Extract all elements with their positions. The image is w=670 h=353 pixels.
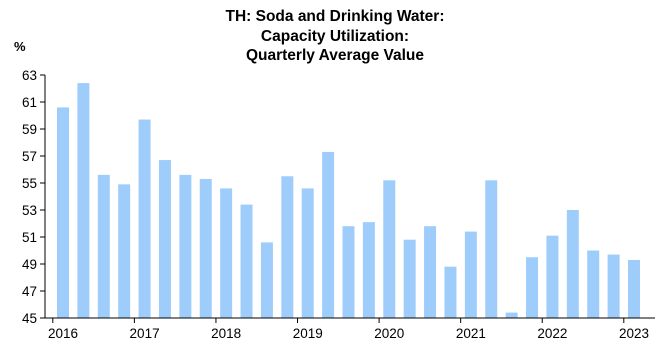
bar-2018-q1 (220, 188, 233, 318)
x-tick-label-2016: 2016 (48, 326, 78, 341)
bar-2020-q2 (403, 239, 416, 318)
bar-2018-q4 (281, 176, 294, 318)
bar-2017-q2 (158, 160, 171, 318)
y-axis: 45 47 49 51 53 55 57 59 61 63 (22, 68, 46, 326)
chart-title-line-3: Quarterly Average Value (245, 47, 425, 64)
chart-title: TH: Soda and Drinking Water: Capacity Ut… (0, 7, 670, 66)
bar-2019-q2 (322, 151, 335, 318)
bar-2019-q1 (301, 188, 314, 318)
bar-2022-q2 (566, 210, 579, 318)
bar-2022-q4 (607, 254, 620, 318)
y-tick-label: 55 (22, 176, 37, 191)
x-tick-label-2023: 2023 (619, 326, 649, 341)
bar-2017-q1 (138, 119, 151, 318)
bar-2022-q1 (546, 235, 559, 318)
bar-2020-q1 (383, 180, 396, 318)
chart-title-line-1: TH: Soda and Drinking Water: (225, 8, 445, 25)
bar-2017-q4 (199, 178, 212, 318)
bar-2023-q1 (628, 259, 640, 318)
bar-2021-q1 (464, 231, 477, 318)
bar-2016-q2 (77, 83, 90, 318)
bar-2017-q3 (179, 174, 192, 318)
y-tick-label: 51 (22, 230, 37, 245)
y-tick-label: 47 (22, 284, 37, 299)
chart-title-line-2: Capacity Utilization: (260, 27, 410, 45)
bar-2016-q1 (57, 107, 69, 319)
x-tick-label-2021: 2021 (456, 326, 486, 341)
bar-2021-q3 (505, 312, 518, 318)
bar-2016-q3 (97, 174, 110, 318)
x-tick-label-2018: 2018 (211, 326, 241, 341)
bars-group (57, 83, 640, 319)
bar-2018-q3 (260, 242, 273, 318)
bar-2018-q2 (240, 204, 253, 318)
bar-2019-q3 (342, 226, 355, 318)
y-tick-label: 61 (22, 95, 37, 110)
y-tick-label: 63 (22, 68, 37, 83)
bar-2021-q2 (485, 180, 498, 318)
y-tick-label: 59 (22, 122, 37, 137)
x-tick-label-2019: 2019 (293, 326, 323, 341)
bar-2021-q4 (526, 257, 539, 318)
bar-2016-q4 (118, 184, 131, 318)
y-tick-label: 53 (22, 203, 37, 218)
bar-2020-q4 (444, 266, 457, 318)
bar-2019-q4 (362, 222, 375, 318)
x-tick-label-2020: 2020 (374, 326, 404, 341)
bar-2020-q3 (424, 226, 437, 318)
y-tick-label: 57 (22, 149, 37, 164)
bar-2022-q3 (587, 250, 600, 318)
x-tick-label-2022: 2022 (537, 326, 567, 341)
y-tick-label: 49 (22, 257, 37, 272)
y-tick-label: 45 (22, 311, 37, 326)
x-axis: 2016 2017 2018 2019 2020 2021 2022 2023 (45, 317, 655, 341)
y-axis-unit-label: % (14, 39, 26, 54)
x-tick-label-2017: 2017 (130, 326, 160, 341)
